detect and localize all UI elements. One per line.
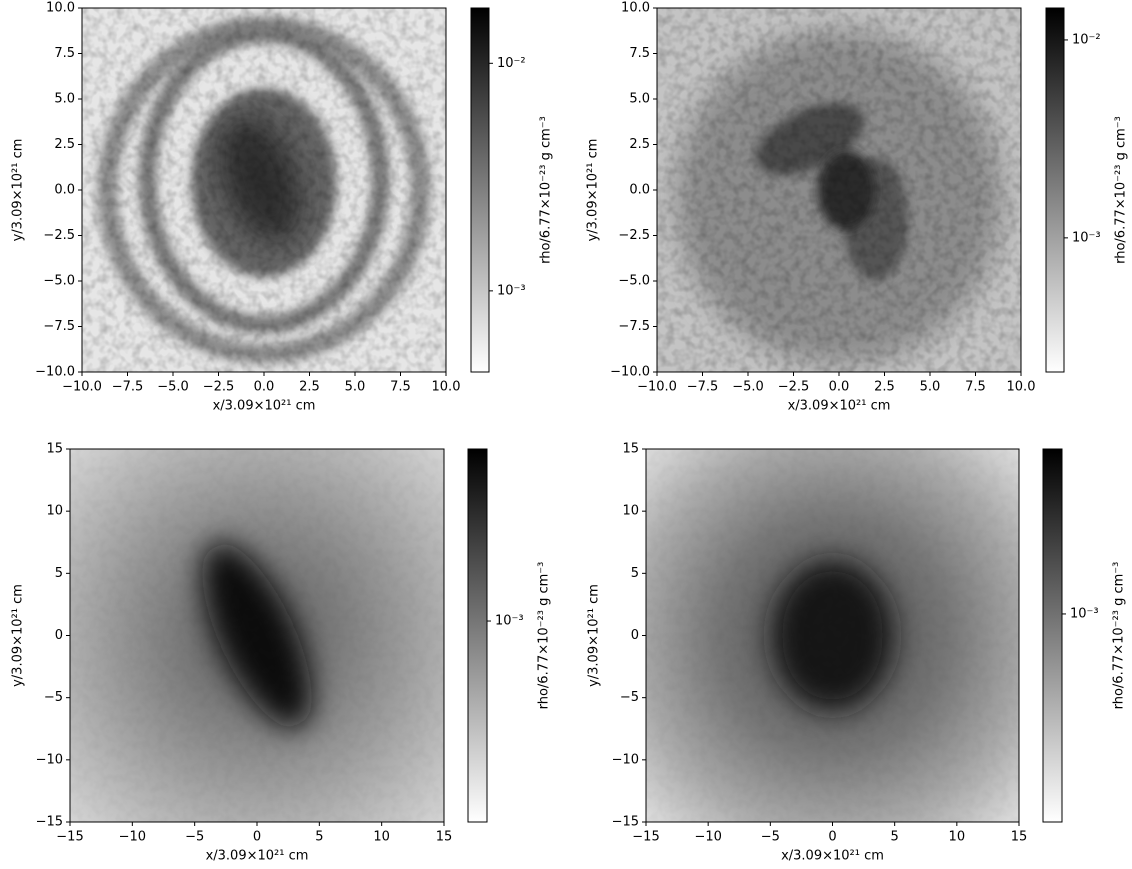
colorbar-tick-label: 10⁻² (1072, 32, 1101, 47)
colorbar (1045, 7, 1065, 373)
colorbar (467, 448, 488, 823)
x-tick-label: 2.5 (874, 380, 895, 395)
x-tick-label: 15 (436, 830, 453, 845)
y-tick-label: 0 (631, 628, 639, 643)
x-tick-label: −5.0 (157, 380, 189, 395)
x-tick-label: −5.0 (732, 380, 764, 395)
y-tick-label: 0 (55, 628, 63, 643)
x-tick-label: −5 (761, 830, 780, 845)
x-tick-label: −10 (119, 830, 146, 845)
x-tick-label: 5 (315, 830, 323, 845)
density-image (646, 449, 1019, 822)
x-tick-label: −15 (632, 830, 659, 845)
x-tick-label: 0.0 (254, 380, 275, 395)
x-axis-label: x/3.09×10²¹ cm (206, 849, 309, 864)
image-noise (657, 8, 1021, 372)
y-tick-label: 2.5 (629, 137, 650, 152)
y-tick-label: −2.5 (618, 228, 650, 243)
x-tick-label: 0 (828, 830, 836, 845)
y-tick-label: −7.5 (43, 319, 75, 334)
y-tick-label: −2.5 (43, 228, 75, 243)
density-image (82, 8, 446, 372)
x-tick-label: −10.0 (62, 380, 102, 395)
x-tick-label: −5 (185, 830, 204, 845)
x-tick-label: −7.5 (112, 380, 144, 395)
x-tick-label: 10.0 (1007, 380, 1036, 395)
y-tick-label: 15 (46, 442, 63, 457)
y-axis-label: y/3.09×10²¹ cm (11, 584, 26, 687)
colorbar-tick-label: 10⁻³ (1070, 606, 1099, 621)
y-tick-label: 2.5 (54, 137, 75, 152)
x-tick-label: 5.0 (345, 380, 366, 395)
x-tick-label: −10.0 (637, 380, 677, 395)
colorbar (470, 7, 490, 373)
y-tick-label: 7.5 (54, 46, 75, 61)
x-tick-label: 7.5 (965, 380, 986, 395)
colorbar-tick-label: 10⁻³ (497, 283, 526, 298)
x-tick-label: 7.5 (390, 380, 411, 395)
y-axis-label: y/3.09×10²¹ cm (11, 139, 26, 242)
colorbar-label: rho/6.77×10⁻²³ g cm⁻³ (539, 116, 554, 264)
y-tick-label: 10 (622, 504, 639, 519)
image-noise (70, 449, 444, 822)
x-axis-label: x/3.09×10²¹ cm (788, 399, 891, 414)
y-axis-label: y/3.09×10²¹ cm (587, 584, 602, 687)
density-image (657, 8, 1021, 372)
x-tick-label: 15 (1011, 830, 1028, 845)
x-tick-label: 10 (373, 830, 390, 845)
y-tick-label: −5 (620, 690, 639, 705)
x-tick-label: −2.5 (203, 380, 235, 395)
colorbar-label: rho/6.77×10⁻²³ g cm⁻³ (1112, 562, 1127, 710)
colorbar-label: rho/6.77×10⁻²³ g cm⁻³ (537, 562, 552, 710)
y-tick-label: 5.0 (629, 92, 650, 107)
colorbar-tick-label: 10⁻³ (495, 614, 524, 629)
x-tick-label: 10 (949, 830, 966, 845)
colorbar (1042, 448, 1063, 823)
x-tick-label: −2.5 (778, 380, 810, 395)
x-tick-label: 5 (891, 830, 899, 845)
y-tick-label: 5 (55, 566, 63, 581)
colorbar-tick-label: 10⁻² (497, 56, 526, 71)
y-tick-label: −15 (612, 815, 639, 830)
density-image (70, 449, 444, 822)
y-tick-label: 10 (46, 504, 63, 519)
y-tick-label: −10.0 (610, 365, 650, 380)
x-tick-label: 0 (253, 830, 261, 845)
x-tick-label: 5.0 (920, 380, 941, 395)
colorbar-tick-label: 10⁻³ (1072, 230, 1101, 245)
x-tick-label: 10.0 (432, 380, 461, 395)
y-tick-label: −15 (36, 815, 63, 830)
y-tick-label: 5 (631, 566, 639, 581)
y-tick-label: −10 (612, 752, 639, 767)
image-noise (646, 449, 1019, 822)
x-axis-label: x/3.09×10²¹ cm (781, 849, 884, 864)
y-tick-label: −5.0 (618, 274, 650, 289)
colorbar-label: rho/6.77×10⁻²³ g cm⁻³ (1114, 116, 1129, 264)
y-tick-label: 0.0 (54, 183, 75, 198)
y-tick-label: −7.5 (618, 319, 650, 334)
y-tick-label: 10.0 (46, 1, 75, 16)
y-tick-label: −10 (36, 752, 63, 767)
x-tick-label: 2.5 (299, 380, 320, 395)
y-tick-label: 5.0 (54, 92, 75, 107)
x-axis-label: x/3.09×10²¹ cm (213, 399, 316, 414)
x-tick-label: −15 (56, 830, 83, 845)
y-tick-label: 7.5 (629, 46, 650, 61)
x-tick-label: −7.5 (687, 380, 719, 395)
y-tick-label: −10.0 (35, 365, 75, 380)
y-tick-label: −5 (44, 690, 63, 705)
y-tick-label: −5.0 (43, 274, 75, 289)
y-tick-label: 0.0 (629, 183, 650, 198)
x-tick-label: −10 (694, 830, 721, 845)
y-axis-label: y/3.09×10²¹ cm (586, 139, 601, 242)
y-tick-label: 15 (622, 442, 639, 457)
image-noise (82, 8, 446, 372)
x-tick-label: 0.0 (829, 380, 850, 395)
y-tick-label: 10.0 (621, 1, 650, 16)
